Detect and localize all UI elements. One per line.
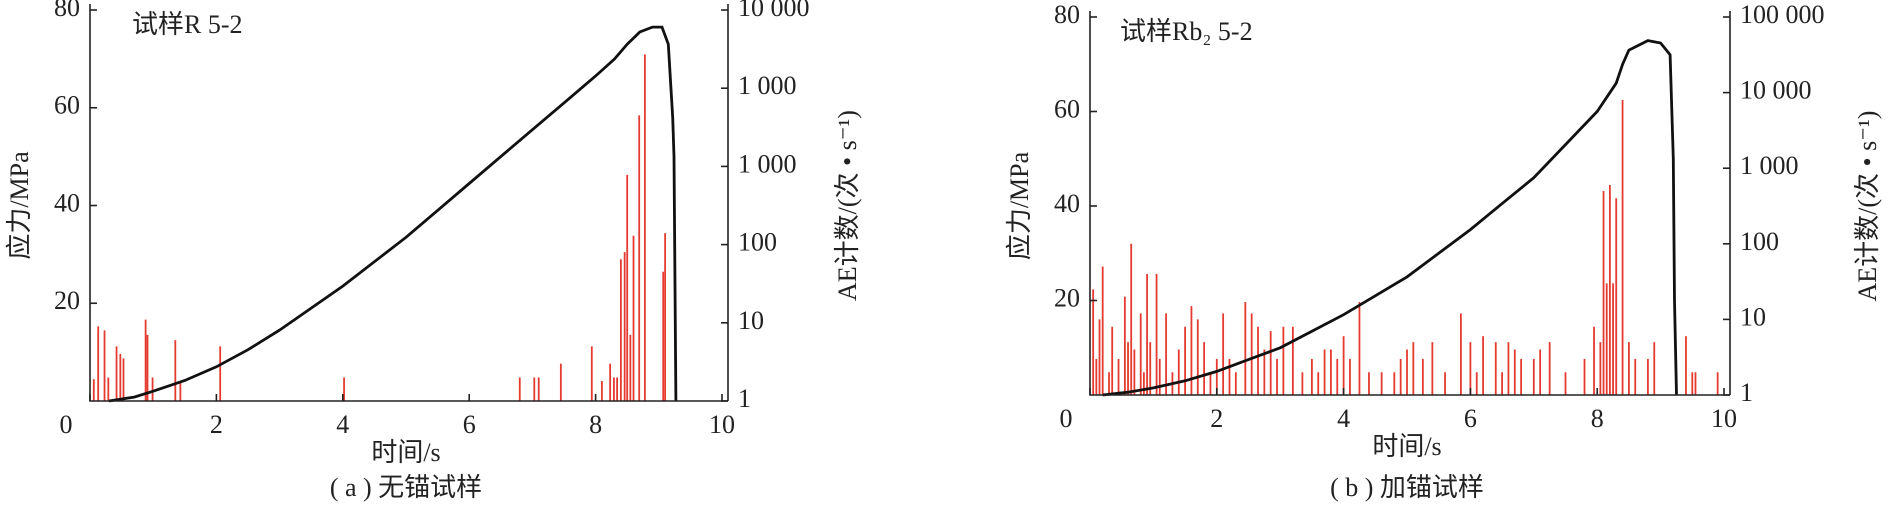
y-tick-label: 80	[1054, 0, 1080, 29]
x-tick-label: 10	[1711, 404, 1737, 433]
y2-tick-label: 1	[738, 384, 751, 413]
x-tick-label: 0	[60, 410, 73, 439]
y-tick-label: 20	[54, 286, 80, 315]
stress-line	[1102, 39, 1678, 397]
x-axis-label: 时间/s	[371, 438, 440, 467]
y-tick-label: 80	[54, 0, 80, 22]
y-tick-label: 60	[54, 91, 80, 120]
panel-title: 试样R 5-2	[132, 10, 243, 39]
y-tick-label: 40	[1054, 189, 1080, 218]
y2-tick-label: 100	[1740, 227, 1779, 256]
x-tick-label: 4	[1337, 404, 1350, 433]
x-tick-label: 4	[336, 410, 349, 439]
caption: ( a ) 无锚试样	[330, 473, 482, 502]
x-tick-label: 6	[1464, 404, 1477, 433]
caption: ( b ) 加锚试样	[1330, 473, 1484, 502]
y-tick-label: 60	[1054, 94, 1080, 123]
y2-tick-label: 1	[1740, 378, 1753, 407]
y-axis-label: 应力/MPa	[1005, 151, 1034, 260]
x-tick-label: 6	[463, 410, 476, 439]
y2-tick-label: 1 000	[738, 71, 797, 100]
panel-title: 试样Rb₂ 5-2	[1120, 17, 1253, 46]
y-axis-label: 应力/MPa	[5, 151, 34, 260]
x-tick-label: 2	[210, 410, 223, 439]
y-tick-label: 40	[54, 188, 80, 217]
y2-axis-label: AE计数/(次 • s⁻¹)	[1853, 111, 1882, 302]
y2-tick-label: 10 000	[1740, 76, 1812, 105]
y2-tick-label: 100 000	[1740, 0, 1825, 29]
x-tick-label: 8	[589, 410, 602, 439]
y2-tick-label: 10	[738, 306, 764, 335]
y-tick-label: 20	[1054, 283, 1080, 312]
x-tick-label: 8	[1591, 404, 1604, 433]
x-tick-label: 2	[1210, 404, 1223, 433]
y2-tick-label: 100	[738, 228, 777, 257]
x-axis-label: 时间/s	[1372, 432, 1441, 461]
y2-axis-label: AE计数/(次 • s⁻¹)	[833, 110, 862, 301]
axis-frame	[89, 4, 729, 402]
stress-line	[108, 25, 678, 403]
y2-tick-label: 10 000	[738, 0, 810, 22]
y2-tick-label: 10	[1740, 302, 1766, 331]
y2-tick-label: 1 000	[738, 149, 797, 178]
x-tick-label: 0	[1060, 404, 1073, 433]
x-tick-label: 10	[709, 410, 735, 439]
y2-tick-label: 1 000	[1740, 151, 1799, 180]
